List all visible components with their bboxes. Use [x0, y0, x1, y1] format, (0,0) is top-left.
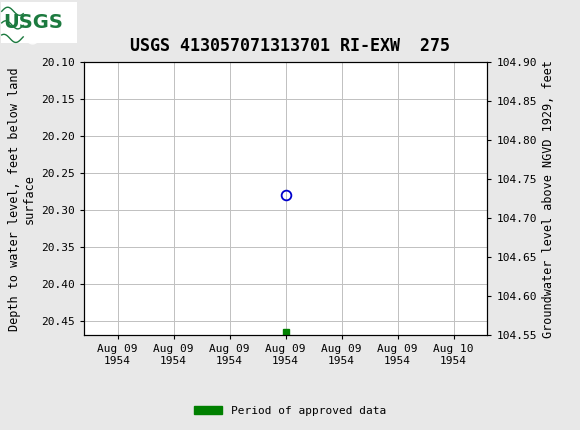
Y-axis label: Groundwater level above NGVD 1929, feet: Groundwater level above NGVD 1929, feet	[542, 60, 555, 338]
Y-axis label: Depth to water level, feet below land
surface: Depth to water level, feet below land su…	[8, 67, 36, 331]
FancyBboxPatch shape	[1, 2, 77, 43]
Legend: Period of approved data: Period of approved data	[190, 401, 390, 420]
Text: USGS: USGS	[3, 13, 63, 32]
Text: USGS 413057071313701 RI-EXW  275: USGS 413057071313701 RI-EXW 275	[130, 37, 450, 55]
